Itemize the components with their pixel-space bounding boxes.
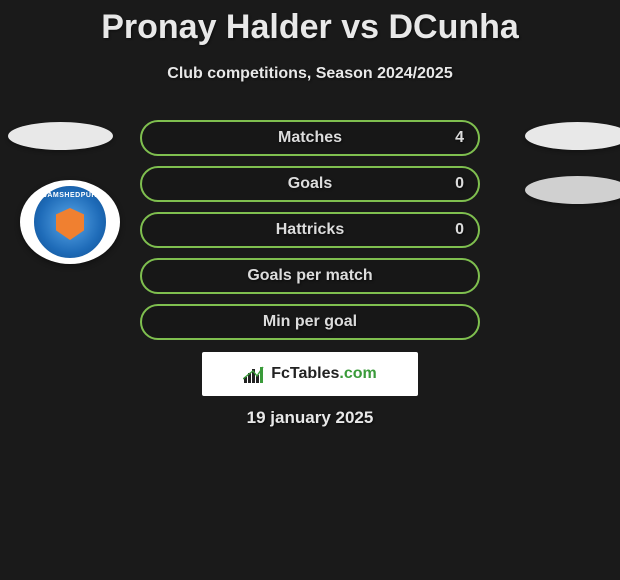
stat-row-hattricks: Hattricks 0 — [140, 212, 480, 248]
stat-row-goals: Goals 0 — [140, 166, 480, 202]
site-logo[interactable]: FcTables.com — [202, 352, 418, 396]
player-left-placeholder — [8, 122, 113, 150]
club-badge-inner: JAMSHEDPUR — [31, 183, 109, 261]
stat-value-right: 0 — [455, 221, 464, 239]
club-name: JAMSHEDPUR — [43, 192, 97, 199]
club-badge: JAMSHEDPUR — [20, 180, 120, 264]
stat-label: Hattricks — [276, 221, 344, 239]
site-name: FcTables.com — [271, 365, 377, 383]
stat-label: Goals — [288, 175, 332, 193]
page-title: Pronay Halder vs DCunha — [0, 0, 620, 47]
club-shield-icon — [56, 208, 84, 240]
stat-row-min-per-goal: Min per goal — [140, 304, 480, 340]
bars-icon — [243, 365, 265, 383]
stat-value-right: 4 — [455, 129, 464, 147]
stats-container: Matches 4 Goals 0 Hattricks 0 Goals per … — [140, 120, 480, 350]
stat-label: Min per goal — [263, 313, 357, 331]
player-right-placeholder-2 — [525, 176, 620, 204]
stat-row-matches: Matches 4 — [140, 120, 480, 156]
page-subtitle: Club competitions, Season 2024/2025 — [0, 47, 620, 83]
stat-label: Goals per match — [247, 267, 372, 285]
stat-label: Matches — [278, 129, 342, 147]
date-label: 19 january 2025 — [0, 408, 620, 428]
stat-row-goals-per-match: Goals per match — [140, 258, 480, 294]
stat-value-right: 0 — [455, 175, 464, 193]
player-right-placeholder — [525, 122, 620, 150]
